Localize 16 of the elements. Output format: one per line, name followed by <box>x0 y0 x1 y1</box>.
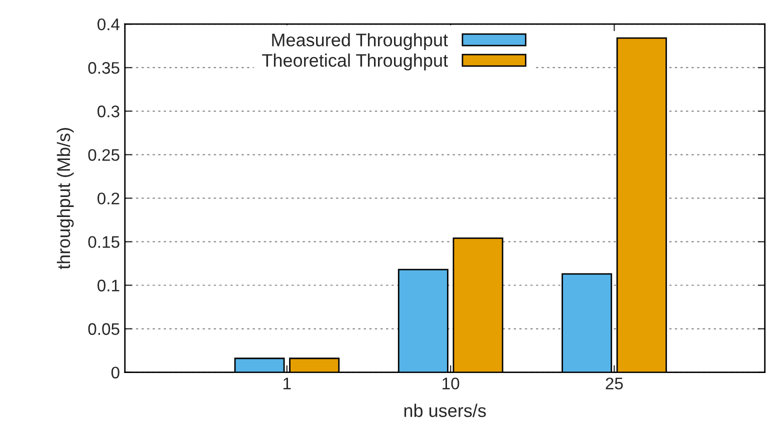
x-axis-title: nb users/s <box>404 404 486 418</box>
x-tick-label: 1 <box>284 378 291 390</box>
y-tick-label: 0.15 <box>88 236 120 248</box>
y-tick-label: 0.05 <box>88 323 120 335</box>
y-tick-label: 0.3 <box>98 106 120 118</box>
x-tick-label: 25 <box>606 378 623 390</box>
y-tick-label: 0.25 <box>88 149 120 161</box>
legend-label: Theoretical Throughput <box>262 54 448 70</box>
y-tick-label: 0.35 <box>88 62 120 74</box>
legend-label: Measured Throughput <box>272 33 448 50</box>
y-tick-label: 0.2 <box>98 192 120 204</box>
y-axis-title: throughput (Mb/s) <box>56 128 74 270</box>
x-tick-label: 10 <box>442 378 460 390</box>
y-tick-label: 0.4 <box>98 18 120 30</box>
y-tick-label: 0 <box>111 366 120 379</box>
y-tick-label: 0.1 <box>98 280 120 292</box>
